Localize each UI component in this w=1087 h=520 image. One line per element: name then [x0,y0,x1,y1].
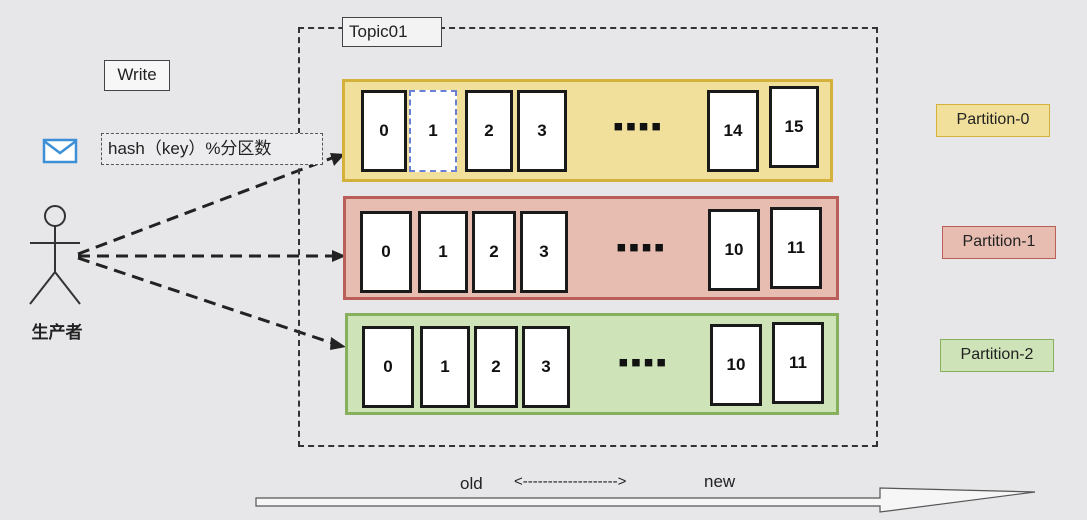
producer-label: 生产者 [31,323,83,343]
partition-0-label: Partition-0 [936,104,1050,137]
arrow-to-partition-2 [77,256,333,345]
message-cell: 2 [465,90,513,172]
timeline-old-label: old [460,474,483,493]
timeline-new-label: new [704,472,736,491]
message-cell: 10 [710,324,762,406]
ellipsis: ▪▪▪▪ [618,346,669,379]
message-cell: 2 [474,326,518,408]
partition-0-box: 0 1 2 3 ▪▪▪▪ 14 15 [342,79,833,182]
message-cell: 10 [708,209,760,291]
partition-1-label: Partition-1 [942,226,1056,259]
partition-1-box: 0 1 2 3 ▪▪▪▪ 10 11 [343,196,839,300]
ellipsis: ▪▪▪▪ [616,231,667,264]
message-cell: 0 [362,326,414,408]
timeline-arrow [255,487,1036,513]
producer-figure [29,205,81,305]
message-cell: 1 [418,211,468,293]
message-cell: 3 [517,90,567,172]
message-cell: 1 [420,326,470,408]
message-cell: 14 [707,90,759,172]
message-cell: 2 [472,211,516,293]
mail-icon [42,138,78,164]
message-cell: 15 [769,86,819,168]
write-label: Write [104,60,170,91]
topic-label: Topic01 [342,17,442,47]
arrow-to-partition-0 [77,156,333,256]
ellipsis: ▪▪▪▪ [613,110,664,143]
message-cell: 0 [360,211,412,293]
partition-2-box: 0 1 2 3 ▪▪▪▪ 10 11 [345,313,839,415]
message-cell: 3 [520,211,568,293]
timeline-arrow-text: <-------------------> [514,473,627,490]
topic-container [298,27,878,447]
message-cell: 11 [772,322,824,404]
message-cell: 11 [770,207,822,289]
message-cell-selected[interactable]: 1 [409,90,457,172]
hash-formula-label: hash（key）%分区数 [101,133,323,165]
partition-2-label: Partition-2 [940,339,1054,372]
message-cell: 0 [361,90,407,172]
message-cell: 3 [522,326,570,408]
